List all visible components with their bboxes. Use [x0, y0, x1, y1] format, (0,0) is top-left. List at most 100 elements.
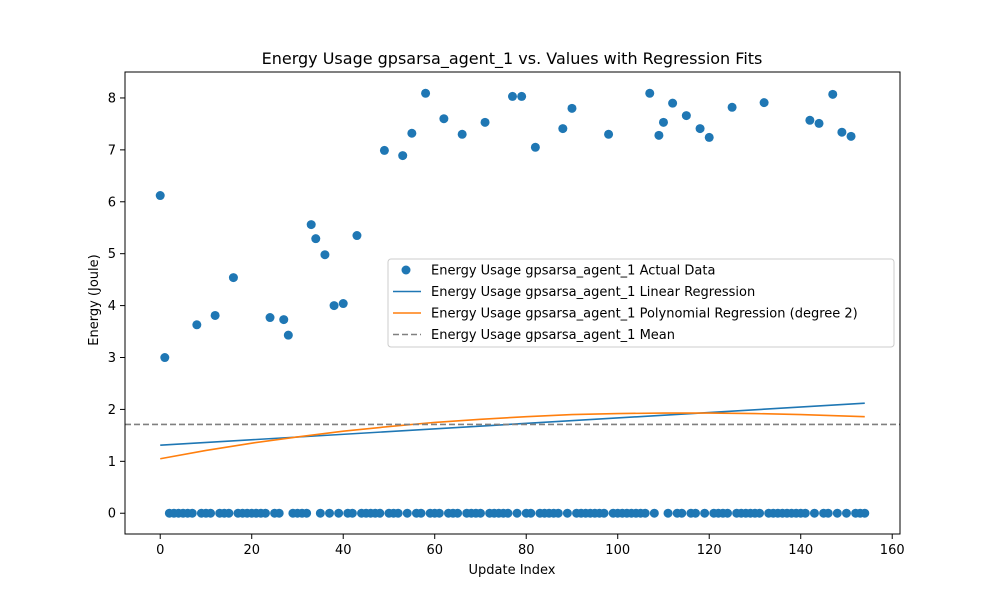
x-tick-label: 160 — [880, 543, 905, 558]
x-tick-label: 120 — [697, 543, 722, 558]
y-tick-label: 1 — [108, 455, 116, 470]
data-point — [837, 127, 847, 137]
data-point — [512, 508, 522, 518]
data-point — [508, 91, 517, 101]
data-point — [260, 508, 270, 518]
y-tick-label: 6 — [108, 195, 116, 210]
data-point — [311, 234, 321, 244]
x-tick-label: 80 — [518, 543, 535, 558]
data-point — [668, 98, 678, 108]
data-point — [723, 508, 733, 518]
data-point — [283, 330, 293, 340]
polynomial-regression-line — [160, 412, 865, 460]
data-point — [860, 508, 870, 518]
data-point — [206, 508, 216, 518]
data-point — [416, 508, 426, 518]
legend: Energy Usage gpsarsa_agent_1 Actual Data… — [387, 258, 895, 348]
data-point — [325, 508, 335, 518]
x-tick-label: 60 — [426, 543, 443, 558]
data-point — [407, 128, 417, 138]
data-point — [338, 299, 348, 309]
legend-box — [387, 258, 895, 348]
y-tick-label: 0 — [108, 507, 116, 522]
x-tick-label: 100 — [605, 543, 630, 558]
data-point — [649, 508, 659, 518]
data-point — [567, 103, 577, 113]
data-point — [841, 508, 851, 518]
data-point — [210, 310, 220, 320]
data-point — [160, 353, 170, 363]
data-point — [475, 508, 485, 518]
data-point — [503, 508, 513, 518]
x-tick-label: 140 — [788, 543, 813, 558]
data-point — [265, 313, 275, 323]
data-point — [809, 508, 819, 518]
data-point — [526, 508, 536, 518]
data-point — [279, 315, 289, 325]
data-point — [402, 508, 412, 518]
x-tick-label: 40 — [335, 543, 352, 558]
data-point — [457, 129, 467, 139]
legend-marker — [401, 265, 411, 275]
data-point — [663, 508, 673, 518]
data-point — [320, 250, 330, 260]
data-point — [654, 130, 664, 140]
data-point — [421, 88, 431, 98]
data-point — [398, 151, 408, 161]
data-point — [306, 220, 316, 230]
data-point — [302, 508, 312, 518]
x-tick-label: 0 — [156, 543, 164, 558]
data-point — [315, 508, 325, 518]
data-point — [677, 508, 687, 518]
data-point — [846, 131, 856, 141]
data-point — [704, 132, 714, 142]
data-point — [553, 508, 563, 518]
data-point — [558, 124, 568, 134]
y-tick-label: 7 — [108, 143, 116, 158]
data-point — [379, 145, 389, 155]
data-point — [832, 508, 842, 518]
plot-frame — [124, 71, 901, 535]
data-point — [274, 508, 284, 518]
data-point — [347, 508, 357, 518]
legend-label: Energy Usage gpsarsa_agent_1 Mean — [431, 328, 675, 343]
y-tick-label: 5 — [108, 247, 116, 262]
data-point — [759, 98, 769, 108]
y-axis-label: Energy (Joule) — [87, 254, 102, 345]
data-point — [517, 91, 527, 101]
y-tick-label: 2 — [108, 403, 116, 418]
plot-content — [125, 88, 900, 518]
plot-area — [125, 88, 900, 518]
x-tick-label: 20 — [243, 543, 260, 558]
legend-label: Energy Usage gpsarsa_agent_1 Linear Regr… — [431, 285, 755, 300]
data-point — [155, 191, 165, 201]
data-point — [690, 508, 700, 518]
data-point — [393, 508, 403, 518]
data-point — [828, 89, 838, 99]
data-point — [727, 102, 737, 112]
data-point — [329, 301, 339, 311]
data-point — [814, 118, 824, 128]
y-tick-label: 3 — [108, 351, 116, 366]
x-axis-label: Update Index — [468, 563, 555, 578]
y-tick-label: 8 — [108, 91, 116, 106]
data-point — [434, 508, 444, 518]
data-point — [562, 508, 572, 518]
y-tick-label: 4 — [108, 299, 116, 314]
data-point — [681, 111, 691, 121]
legend-label: Energy Usage gpsarsa_agent_1 Actual Data — [431, 264, 715, 279]
data-point — [375, 508, 385, 518]
data-point — [334, 508, 344, 518]
data-point — [800, 508, 810, 518]
data-point — [187, 508, 197, 518]
data-point — [192, 320, 202, 330]
data-point — [530, 142, 540, 152]
legend-label: Energy Usage gpsarsa_agent_1 Polynomial … — [431, 307, 858, 322]
data-point — [640, 508, 650, 518]
data-point — [228, 273, 238, 283]
data-point — [352, 231, 362, 241]
data-point — [224, 508, 234, 518]
data-point — [823, 508, 833, 518]
data-point — [480, 117, 490, 127]
